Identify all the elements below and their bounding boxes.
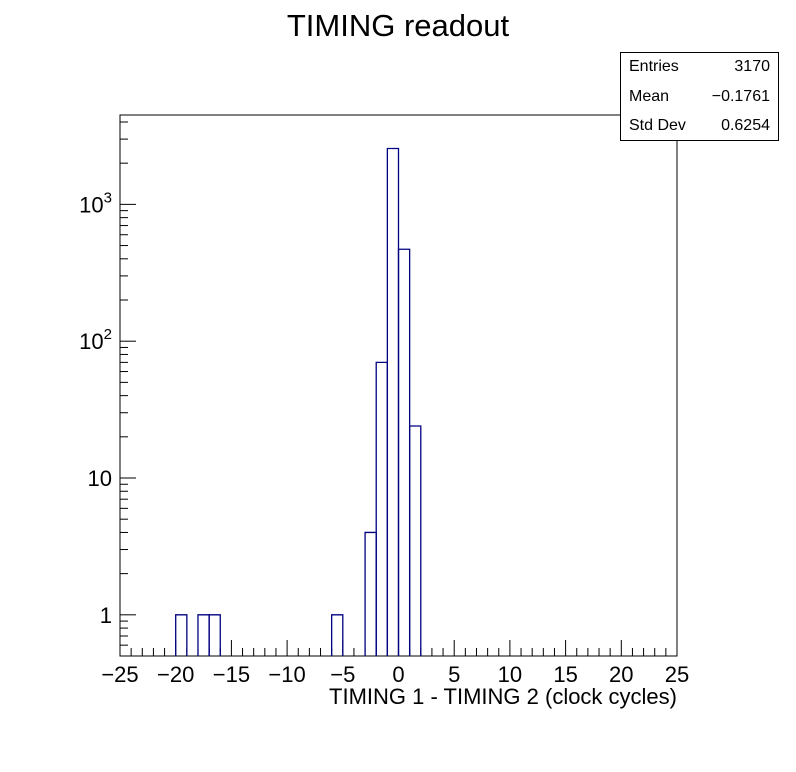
x-tick-label: 5 [448, 662, 460, 687]
histogram-bar [331, 614, 344, 656]
stats-row-mean: Mean −0.1761 [629, 88, 770, 108]
stats-box: Entries 3170 Mean −0.1761 Std Dev 0.6254 [620, 52, 779, 141]
x-tick-label: 10 [498, 662, 522, 687]
y-tick-label: 103 [79, 189, 112, 217]
x-axis: −25 −20 −15 −10 −5 0 5 10 15 20 25 [101, 640, 689, 687]
stats-mean-label: Mean [629, 88, 670, 105]
x-tick-label: 15 [553, 662, 577, 687]
stats-entries-value: 3170 [734, 58, 770, 75]
x-tick-label: −20 [157, 662, 194, 687]
histogram-bar [386, 147, 400, 656]
y-tick-label: 10 [88, 466, 112, 491]
y-tick-label: 1 [100, 603, 112, 628]
histogram-bar [175, 614, 188, 656]
stats-stddev-value: 0.6254 [721, 117, 770, 134]
y-tick-label: 102 [79, 326, 112, 354]
x-tick-label: 0 [392, 662, 404, 687]
histogram-bar [408, 425, 422, 656]
x-tick-label: −10 [268, 662, 305, 687]
histogram-bar [197, 614, 210, 656]
stats-row-entries: Entries 3170 [629, 58, 770, 78]
histogram-bars [175, 147, 422, 656]
x-axis-label: TIMING 1 - TIMING 2 (clock cycles) [329, 684, 677, 709]
y-axis: 1 10 102 103 [79, 121, 136, 657]
histogram-bar [397, 248, 411, 656]
x-tick-label: 25 [665, 662, 689, 687]
histogram-bar [208, 614, 221, 656]
stats-row-stddev: Std Dev 0.6254 [629, 117, 770, 137]
histogram-bar [364, 531, 377, 656]
x-tick-label: −15 [213, 662, 250, 687]
stats-stddev-label: Std Dev [629, 117, 686, 134]
x-tick-label: −25 [101, 662, 138, 687]
histogram-bar [375, 361, 389, 656]
stats-entries-label: Entries [629, 58, 679, 75]
x-tick-label: −5 [330, 662, 355, 687]
x-tick-label: 20 [609, 662, 633, 687]
stats-mean-value: −0.1761 [711, 88, 770, 105]
chart-title: TIMING readout [286, 8, 510, 43]
